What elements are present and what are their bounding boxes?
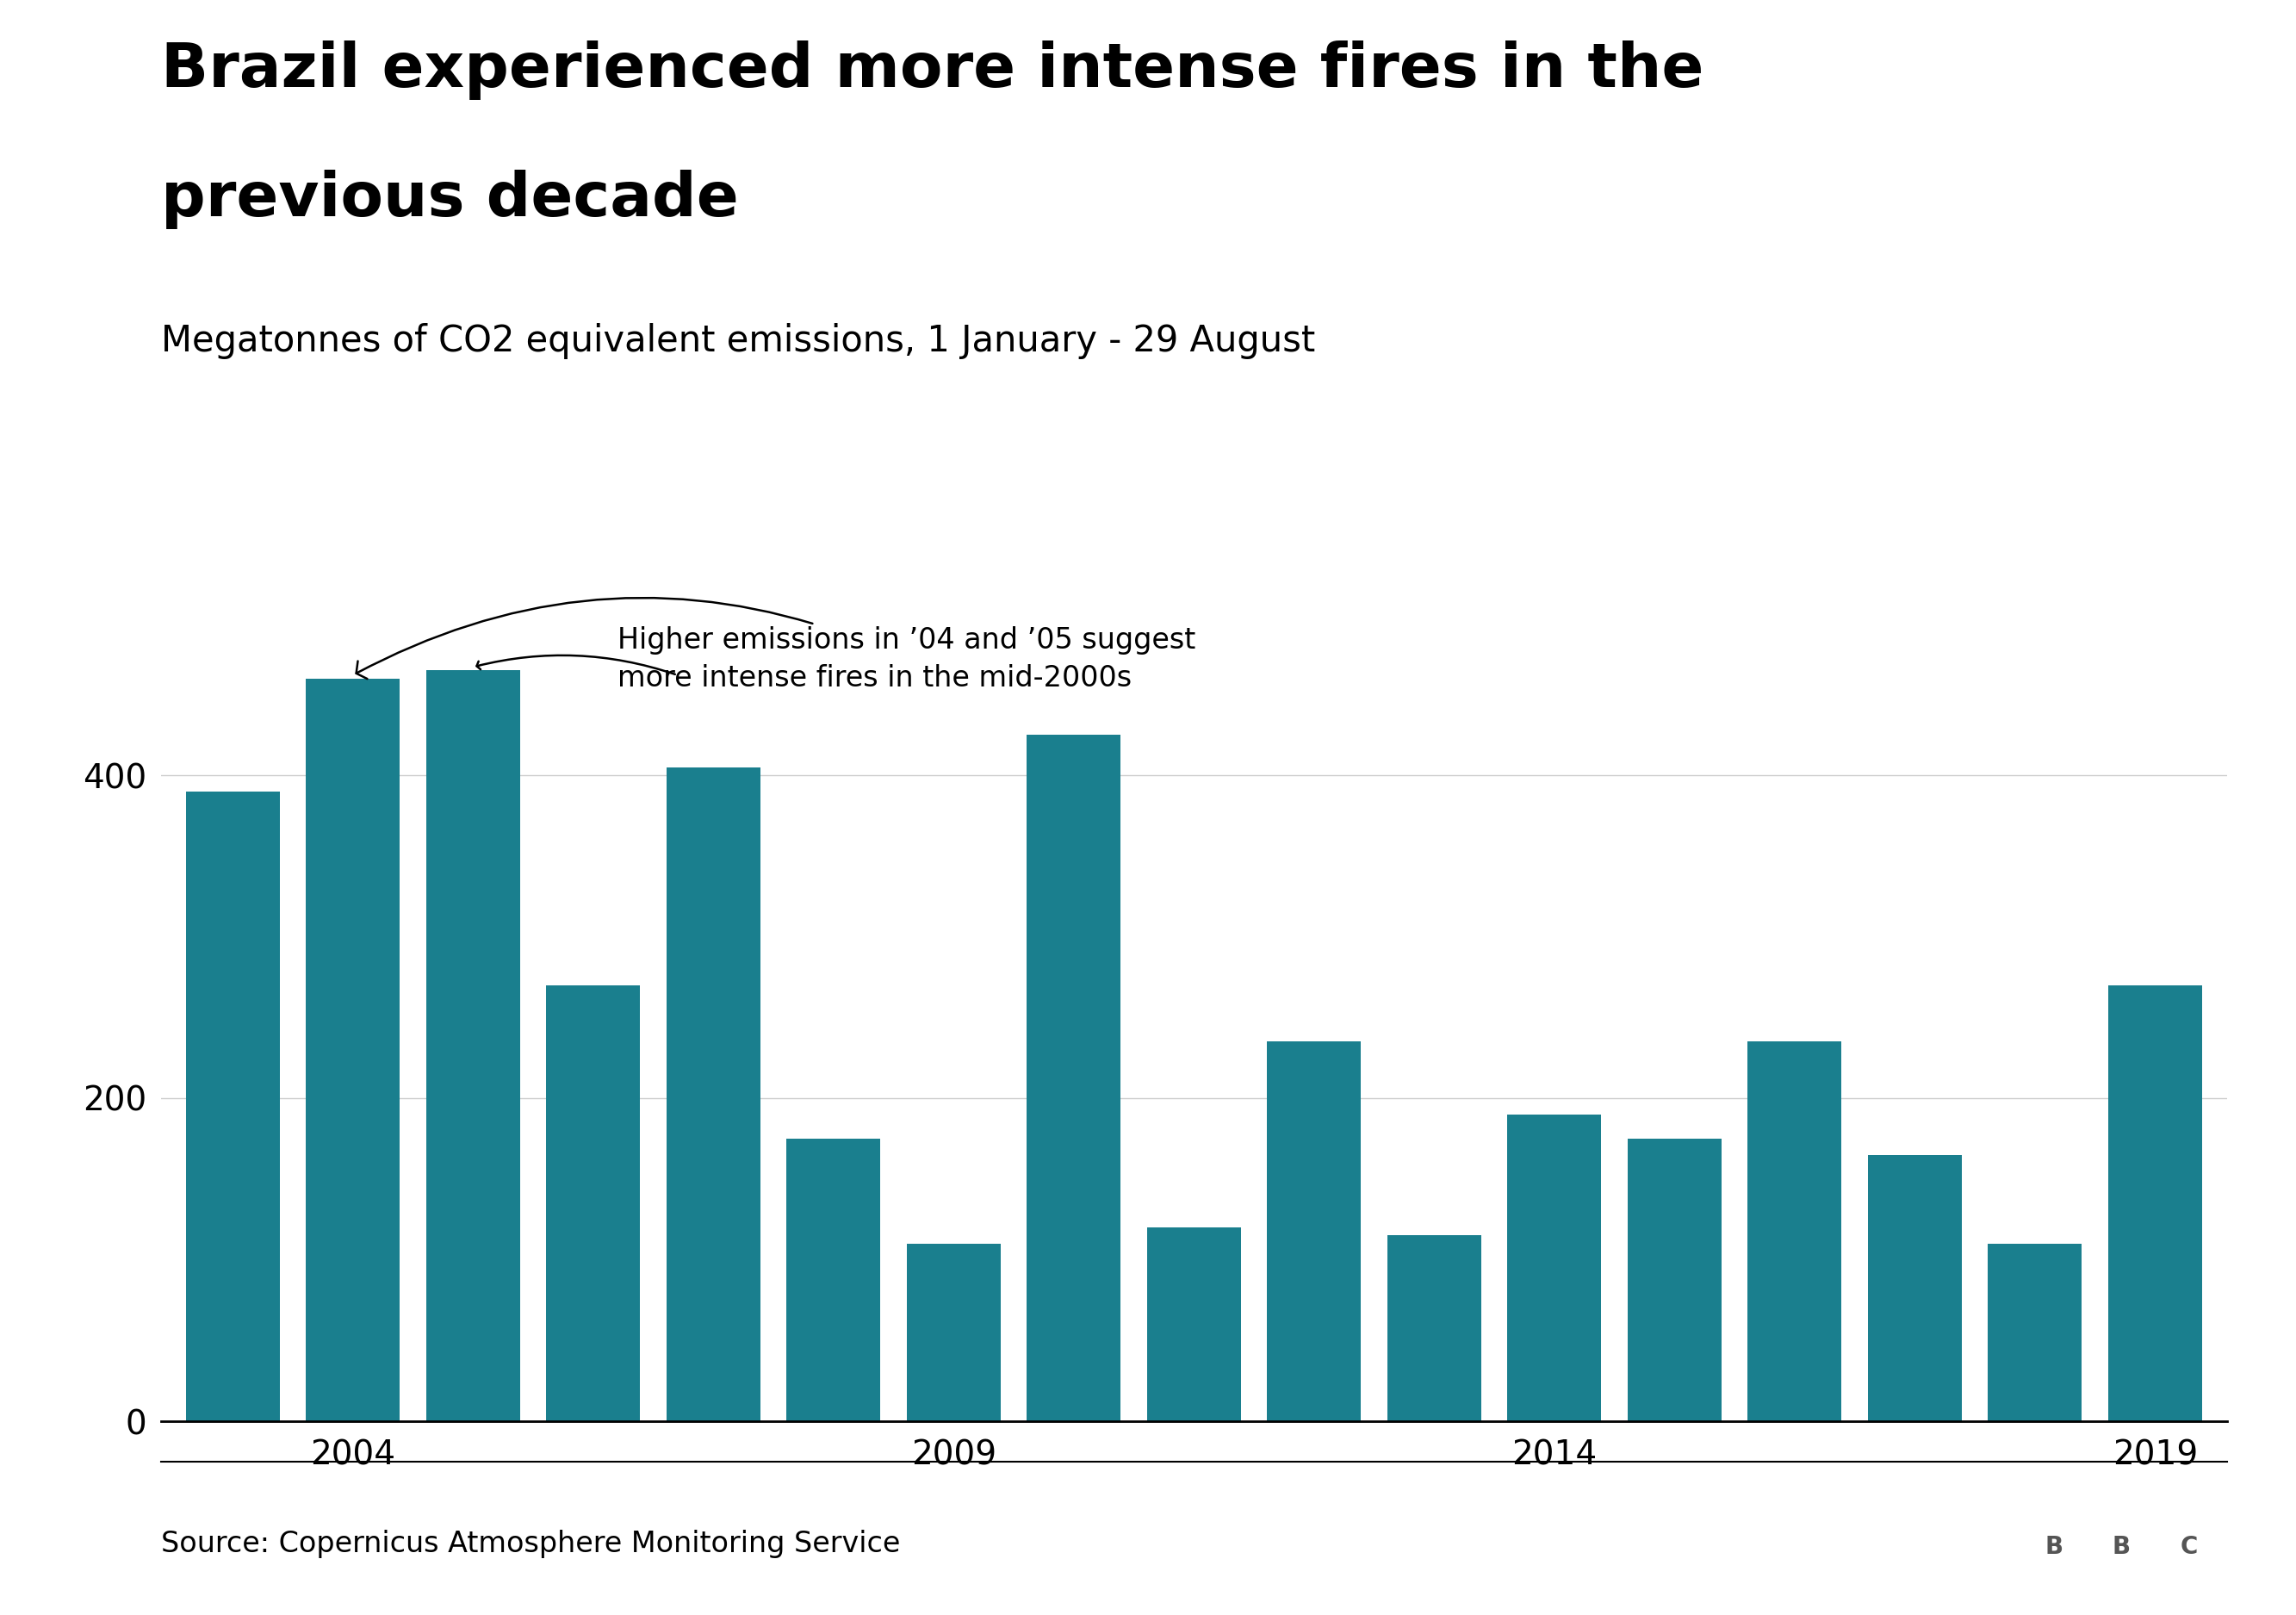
Bar: [1508, 1114, 1600, 1421]
Bar: [1869, 1155, 1961, 1421]
Bar: [788, 1139, 879, 1421]
Text: Brazil experienced more intense fires in the: Brazil experienced more intense fires in…: [161, 40, 1704, 100]
Bar: [1267, 1042, 1362, 1421]
Bar: [546, 985, 641, 1421]
Bar: [2108, 985, 2202, 1421]
Text: B: B: [2112, 1536, 2131, 1558]
Text: Megatonnes of CO2 equivalent emissions, 1 January - 29 August: Megatonnes of CO2 equivalent emissions, …: [161, 323, 1316, 359]
Text: previous decade: previous decade: [161, 170, 739, 229]
FancyBboxPatch shape: [2027, 1507, 2080, 1588]
Bar: [427, 670, 519, 1421]
Text: Higher emissions in ’04 and ’05 suggest
more intense fires in the mid-2000s: Higher emissions in ’04 and ’05 suggest …: [356, 598, 1196, 693]
Bar: [305, 678, 400, 1421]
FancyBboxPatch shape: [2094, 1507, 2149, 1588]
Bar: [1988, 1244, 2082, 1421]
Bar: [907, 1244, 1001, 1421]
Bar: [1628, 1139, 1722, 1421]
Bar: [1148, 1227, 1240, 1421]
FancyBboxPatch shape: [2161, 1507, 2216, 1588]
Text: Source: Copernicus Atmosphere Monitoring Service: Source: Copernicus Atmosphere Monitoring…: [161, 1529, 900, 1558]
Text: C: C: [2181, 1536, 2197, 1558]
Bar: [1026, 735, 1120, 1421]
Bar: [1387, 1235, 1481, 1421]
Bar: [666, 767, 760, 1421]
Bar: [1747, 1042, 1841, 1421]
Bar: [186, 791, 280, 1421]
Text: B: B: [2046, 1536, 2062, 1558]
